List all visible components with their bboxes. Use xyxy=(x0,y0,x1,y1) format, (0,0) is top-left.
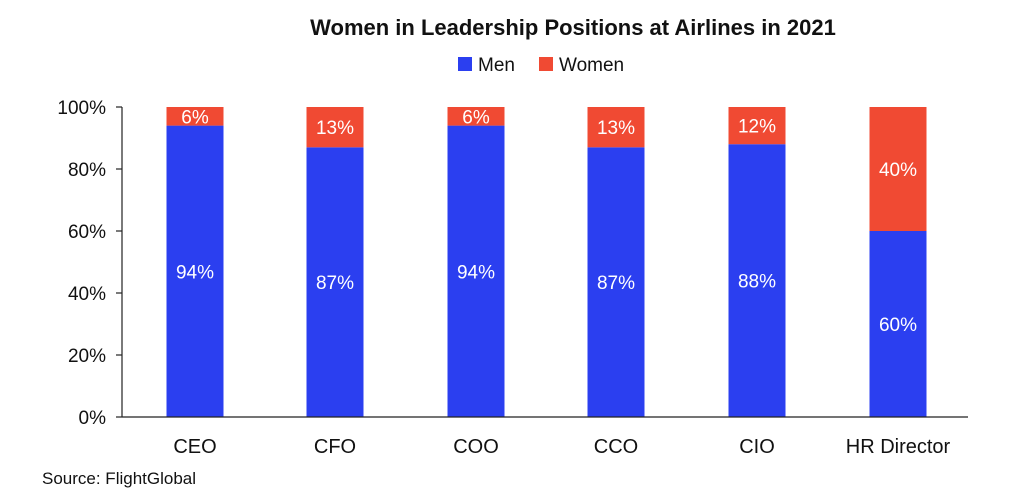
data-label-women: 6% xyxy=(181,107,209,128)
bar-segment-women xyxy=(587,107,645,148)
legend-swatch-men xyxy=(458,57,472,71)
legend-swatch-women xyxy=(539,57,553,71)
bar-segment-men xyxy=(869,231,927,417)
y-axis: 0% 20% 40% 60% 80% 100% xyxy=(57,98,123,429)
x-tick-label: CCO xyxy=(594,436,638,458)
x-tick-label: HR Director xyxy=(846,436,951,458)
data-label-women: 13% xyxy=(597,118,635,139)
source-note: Source: FlightGlobal xyxy=(42,469,196,488)
legend: Men Women xyxy=(458,55,624,76)
bar-segment-men xyxy=(728,144,786,417)
data-label-women: 13% xyxy=(316,118,354,139)
data-label-men: 60% xyxy=(879,315,917,336)
y-tick-label: 60% xyxy=(68,222,106,243)
x-axis: CEO CFO COO CCO CIO HR Director xyxy=(122,416,968,458)
y-tick-label: 0% xyxy=(79,408,107,429)
bar-segment-women xyxy=(306,107,364,148)
x-tick-label: CIO xyxy=(739,436,775,458)
bar-segment-women xyxy=(166,107,224,126)
y-tick-label: 100% xyxy=(57,98,106,119)
legend-label-men: Men xyxy=(478,55,515,76)
y-tick-label: 80% xyxy=(68,160,106,181)
data-label-men: 94% xyxy=(176,262,214,283)
data-label-men: 87% xyxy=(316,273,354,294)
data-label-men: 88% xyxy=(738,272,776,293)
bar-segment-women xyxy=(728,107,786,145)
bar-segment-men xyxy=(587,147,645,418)
y-tick-label: 40% xyxy=(68,284,106,305)
legend-label-women: Women xyxy=(559,55,624,76)
bar-segment-men xyxy=(447,125,505,417)
data-label-women: 12% xyxy=(738,117,776,138)
x-tick-label: CFO xyxy=(314,436,356,458)
data-label-women: 40% xyxy=(879,160,917,181)
data-label-men: 87% xyxy=(597,273,635,294)
data-label-women: 6% xyxy=(462,107,490,128)
bar-segment-men xyxy=(166,125,224,417)
bar-segment-women xyxy=(869,107,927,231)
x-tick-label: CEO xyxy=(173,436,216,458)
x-tick-label: COO xyxy=(453,436,499,458)
y-tick-label: 20% xyxy=(68,346,106,367)
bar-segment-men xyxy=(306,147,364,418)
bars: 94% 6% 87% 13% 94% 6% 87% 13% 88% 12% 60% 40% xyxy=(166,107,927,418)
bar-segment-women xyxy=(447,107,505,126)
chart-title: Women in Leadership Positions at Airline… xyxy=(310,15,836,40)
data-label-men: 94% xyxy=(457,262,495,283)
